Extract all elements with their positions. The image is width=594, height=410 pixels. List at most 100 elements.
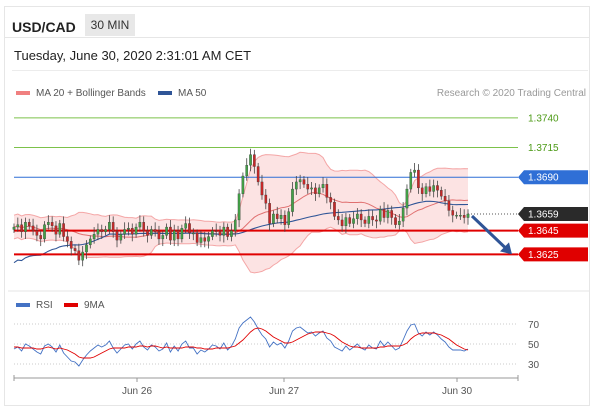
candle-body bbox=[188, 223, 191, 234]
candle-body bbox=[462, 215, 466, 218]
candle-body bbox=[192, 232, 195, 235]
candle-body bbox=[306, 184, 310, 190]
candle-body bbox=[203, 237, 207, 242]
candle-body bbox=[237, 193, 241, 221]
level-label: 1.3645 bbox=[528, 226, 559, 237]
candle-body bbox=[146, 230, 149, 236]
candle-body bbox=[150, 229, 153, 236]
rsi-level-label: 30 bbox=[528, 360, 540, 371]
candle-body bbox=[417, 169, 420, 189]
candle-body bbox=[233, 219, 237, 231]
candle-body bbox=[359, 213, 363, 221]
bollinger-lower-line bbox=[13, 226, 469, 274]
candle-body bbox=[222, 226, 226, 236]
candle-body bbox=[272, 213, 275, 224]
candle-body bbox=[249, 154, 252, 166]
timeframe-badge[interactable]: 30 MIN bbox=[85, 14, 135, 36]
header-bar bbox=[4, 6, 590, 38]
candle-body bbox=[142, 222, 146, 231]
candle-body bbox=[165, 226, 168, 236]
candle-body bbox=[413, 169, 416, 173]
rsi-level-label: 50 bbox=[528, 340, 540, 351]
candle-body bbox=[428, 186, 432, 192]
candle-body bbox=[295, 181, 298, 190]
candle-body bbox=[127, 228, 130, 230]
level-badge: 1.3645 bbox=[518, 223, 588, 238]
level-label: 1.3625 bbox=[528, 250, 559, 261]
candle-body bbox=[424, 186, 428, 194]
legend-rsi-swatch bbox=[16, 303, 30, 308]
candle-body bbox=[130, 228, 134, 235]
candle-body bbox=[89, 238, 92, 246]
candle-body bbox=[199, 237, 203, 243]
level-badge: 1.3690 bbox=[518, 170, 588, 185]
candle-body bbox=[363, 219, 367, 224]
level-badge-bg bbox=[518, 170, 588, 185]
candle-body bbox=[356, 213, 359, 219]
candle-body bbox=[451, 210, 455, 216]
legend-ma50-swatch bbox=[158, 91, 172, 96]
candle-body bbox=[50, 222, 54, 227]
candle-body bbox=[81, 251, 84, 261]
candle-body bbox=[245, 165, 249, 177]
candle-body bbox=[104, 229, 107, 232]
candle-body bbox=[291, 188, 294, 212]
candle-body bbox=[378, 209, 382, 222]
candle-body bbox=[348, 217, 352, 224]
candle-body bbox=[283, 215, 287, 225]
legend-ma50-label: MA 50 bbox=[178, 88, 207, 99]
candle-body bbox=[298, 179, 302, 183]
candle-body bbox=[336, 216, 340, 221]
chart-datetime: Tuesday, June 30, 2020 2:31:01 AM CET bbox=[14, 48, 252, 63]
candle-body bbox=[62, 223, 65, 237]
candle-body bbox=[375, 219, 378, 222]
candle-body bbox=[35, 230, 39, 236]
candle-body bbox=[394, 217, 397, 225]
candle-body bbox=[96, 229, 100, 235]
candle-body bbox=[314, 187, 317, 194]
candle-body bbox=[58, 223, 62, 235]
candle-body bbox=[161, 235, 165, 240]
candle-body bbox=[66, 236, 69, 242]
candle-body bbox=[47, 222, 50, 225]
research-credit: Research © 2020 Trading Central bbox=[436, 88, 586, 99]
candle-body bbox=[405, 188, 409, 209]
candle-body bbox=[386, 210, 390, 218]
candle-body bbox=[92, 234, 96, 240]
candle-body bbox=[184, 223, 187, 229]
candle-body bbox=[256, 166, 260, 183]
candle-body bbox=[218, 231, 222, 236]
candle-body bbox=[176, 230, 180, 240]
candle-body bbox=[344, 217, 348, 227]
candle-body bbox=[302, 179, 306, 185]
candle-body bbox=[455, 215, 458, 217]
candle-body bbox=[333, 201, 336, 217]
candle-body bbox=[230, 230, 233, 237]
candle-body bbox=[211, 230, 214, 237]
candle-body bbox=[207, 236, 210, 242]
candle-body bbox=[108, 222, 111, 230]
candle-body bbox=[459, 215, 462, 217]
candle-body bbox=[100, 229, 104, 232]
candle-body bbox=[172, 230, 176, 241]
level-badge: 1.3659 bbox=[518, 207, 588, 221]
legend-rsi-label: RSI bbox=[36, 300, 53, 311]
level-badge-bg bbox=[518, 247, 588, 262]
candle-body bbox=[466, 213, 470, 218]
candle-body bbox=[195, 232, 199, 243]
candle-body bbox=[439, 190, 443, 197]
legend-bollinger-label: MA 20 + Bollinger Bands bbox=[36, 88, 146, 99]
candle-body bbox=[317, 187, 321, 194]
candle-body bbox=[436, 185, 439, 191]
candle-body bbox=[371, 216, 374, 221]
candle-body bbox=[275, 213, 279, 219]
candle-body bbox=[157, 231, 161, 240]
candle-body bbox=[134, 226, 138, 235]
candle-body bbox=[401, 207, 405, 222]
candle-body bbox=[85, 244, 88, 253]
candle-body bbox=[268, 203, 271, 224]
candle-body bbox=[398, 220, 401, 225]
datetime-separator bbox=[12, 70, 588, 71]
candle-body bbox=[169, 226, 172, 241]
